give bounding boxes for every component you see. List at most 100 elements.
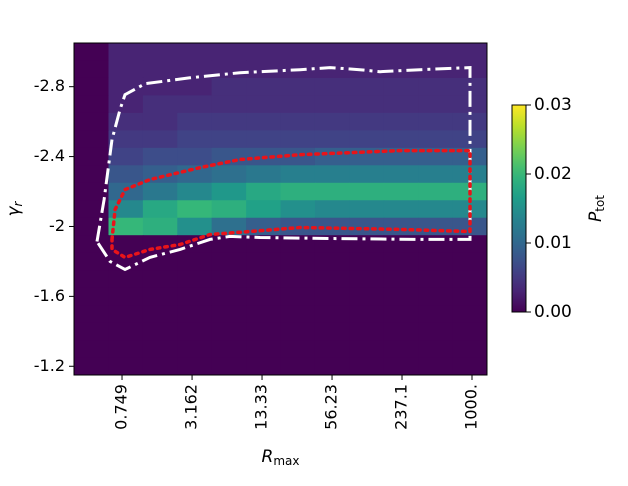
- heatmap-cell: [452, 305, 488, 324]
- heatmap-cell: [280, 305, 316, 324]
- heatmap-cell: [177, 305, 213, 324]
- heatmap-cell: [349, 200, 385, 219]
- x-tick-label: 1000.: [462, 384, 481, 430]
- y-tick-label: -1.6: [34, 286, 65, 305]
- heatmap-cell: [418, 182, 454, 201]
- heatmap-cell: [211, 200, 247, 219]
- heatmap-cell: [211, 112, 247, 131]
- heatmap-cell: [142, 322, 178, 341]
- heatmap-cell: [211, 235, 247, 254]
- heatmap-cell: [314, 130, 350, 149]
- colorbar-tick-label: 0.00: [534, 302, 572, 322]
- heatmap-cell: [418, 270, 454, 289]
- heatmap-cell: [177, 217, 213, 236]
- heatmap-cell: [383, 112, 419, 131]
- heatmap-cell: [418, 130, 454, 149]
- heatmap-cell: [452, 357, 488, 376]
- heatmap-cell: [383, 305, 419, 324]
- heatmap-cell: [314, 217, 350, 236]
- heatmap-cell: [349, 287, 385, 306]
- heatmap-cell: [314, 357, 350, 376]
- heatmap-cell: [383, 43, 419, 61]
- x-axis-label-main: R: [262, 447, 274, 467]
- heatmap-cell: [74, 270, 109, 289]
- heatmap-cell: [418, 305, 454, 324]
- heatmap-cell: [142, 112, 178, 131]
- heatmap-cell: [74, 112, 109, 131]
- heatmap-cell: [211, 95, 247, 114]
- heatmap-cell: [142, 252, 178, 271]
- heatmap-cell: [383, 130, 419, 149]
- heatmap-cell: [418, 95, 454, 114]
- heatmap-cell: [418, 217, 454, 236]
- heatmap-cell: [108, 182, 144, 201]
- x-tick-label: 237.1: [392, 384, 411, 430]
- heatmap-cell: [246, 340, 282, 359]
- y-axis-label-sub: r: [11, 200, 25, 206]
- heatmap-cell: [177, 165, 213, 184]
- heatmap-cell: [74, 252, 109, 271]
- heatmap-cell: [108, 270, 144, 289]
- heatmap-cell: [418, 165, 454, 184]
- x-axis-label-sub: max: [273, 454, 299, 468]
- heatmap-cell: [246, 235, 282, 254]
- heatmap-cell: [280, 287, 316, 306]
- heatmap-cell: [177, 322, 213, 341]
- heatmap-cell: [108, 60, 144, 79]
- heatmap-cell: [418, 287, 454, 306]
- heatmap-cell: [177, 130, 213, 149]
- y-axis-label: γr: [4, 200, 25, 216]
- heatmap-cell: [108, 77, 144, 96]
- heatmap-cell: [314, 165, 350, 184]
- heatmap-cell: [74, 95, 109, 114]
- heatmap-cell: [177, 95, 213, 114]
- heatmap-cell: [142, 305, 178, 324]
- y-tick-label: -2.4: [34, 146, 65, 165]
- heatmap-cell: [108, 322, 144, 341]
- heatmap-cell: [74, 287, 109, 306]
- heatmap-cell: [314, 43, 350, 61]
- heatmap-cell: [280, 165, 316, 184]
- heatmap-cell: [177, 43, 213, 61]
- heatmap-cell: [314, 77, 350, 96]
- heatmap-cell: [177, 182, 213, 201]
- heatmap-cell: [108, 130, 144, 149]
- heatmap-cell: [177, 270, 213, 289]
- heatmap-cell: [314, 340, 350, 359]
- heatmap-cell: [314, 252, 350, 271]
- heatmap-cell: [314, 200, 350, 219]
- heatmap-cell: [211, 43, 247, 61]
- colorbar-tick-label: 0.03: [534, 95, 572, 115]
- heatmap-cell: [452, 322, 488, 341]
- heatmap-cell: [452, 287, 488, 306]
- heatmap-cell: [418, 357, 454, 376]
- heatmap-cell: [211, 182, 247, 201]
- heatmap-cell: [280, 147, 316, 166]
- heatmap-cell: [142, 147, 178, 166]
- heatmap-cell: [177, 287, 213, 306]
- heatmap-cell: [418, 340, 454, 359]
- heatmap-cell: [349, 43, 385, 61]
- heatmap-cell: [142, 200, 178, 219]
- heatmap-cell: [74, 182, 109, 201]
- heatmap-cell: [349, 217, 385, 236]
- colorbar-label-main: P: [586, 211, 606, 222]
- heatmap-cell: [211, 147, 247, 166]
- colorbar-label-sub: tot: [593, 195, 607, 212]
- heatmap-cell: [108, 305, 144, 324]
- heatmap-cell: [108, 357, 144, 376]
- heatmap-cell: [246, 112, 282, 131]
- heatmap-cell: [74, 130, 109, 149]
- heatmap-cell: [74, 77, 109, 96]
- colorbar-label: Ptot: [586, 195, 607, 222]
- heatmap-cell: [280, 112, 316, 131]
- heatmap-cell: [418, 77, 454, 96]
- contour-line: [110, 148, 472, 260]
- heatmap-cell: [177, 235, 213, 254]
- heatmap-cell: [280, 322, 316, 341]
- heatmap-cell: [246, 322, 282, 341]
- heatmap-cell: [452, 130, 488, 149]
- heatmap-cell: [280, 43, 316, 61]
- heatmap-cell: [246, 60, 282, 79]
- heatmap-cell: [74, 305, 109, 324]
